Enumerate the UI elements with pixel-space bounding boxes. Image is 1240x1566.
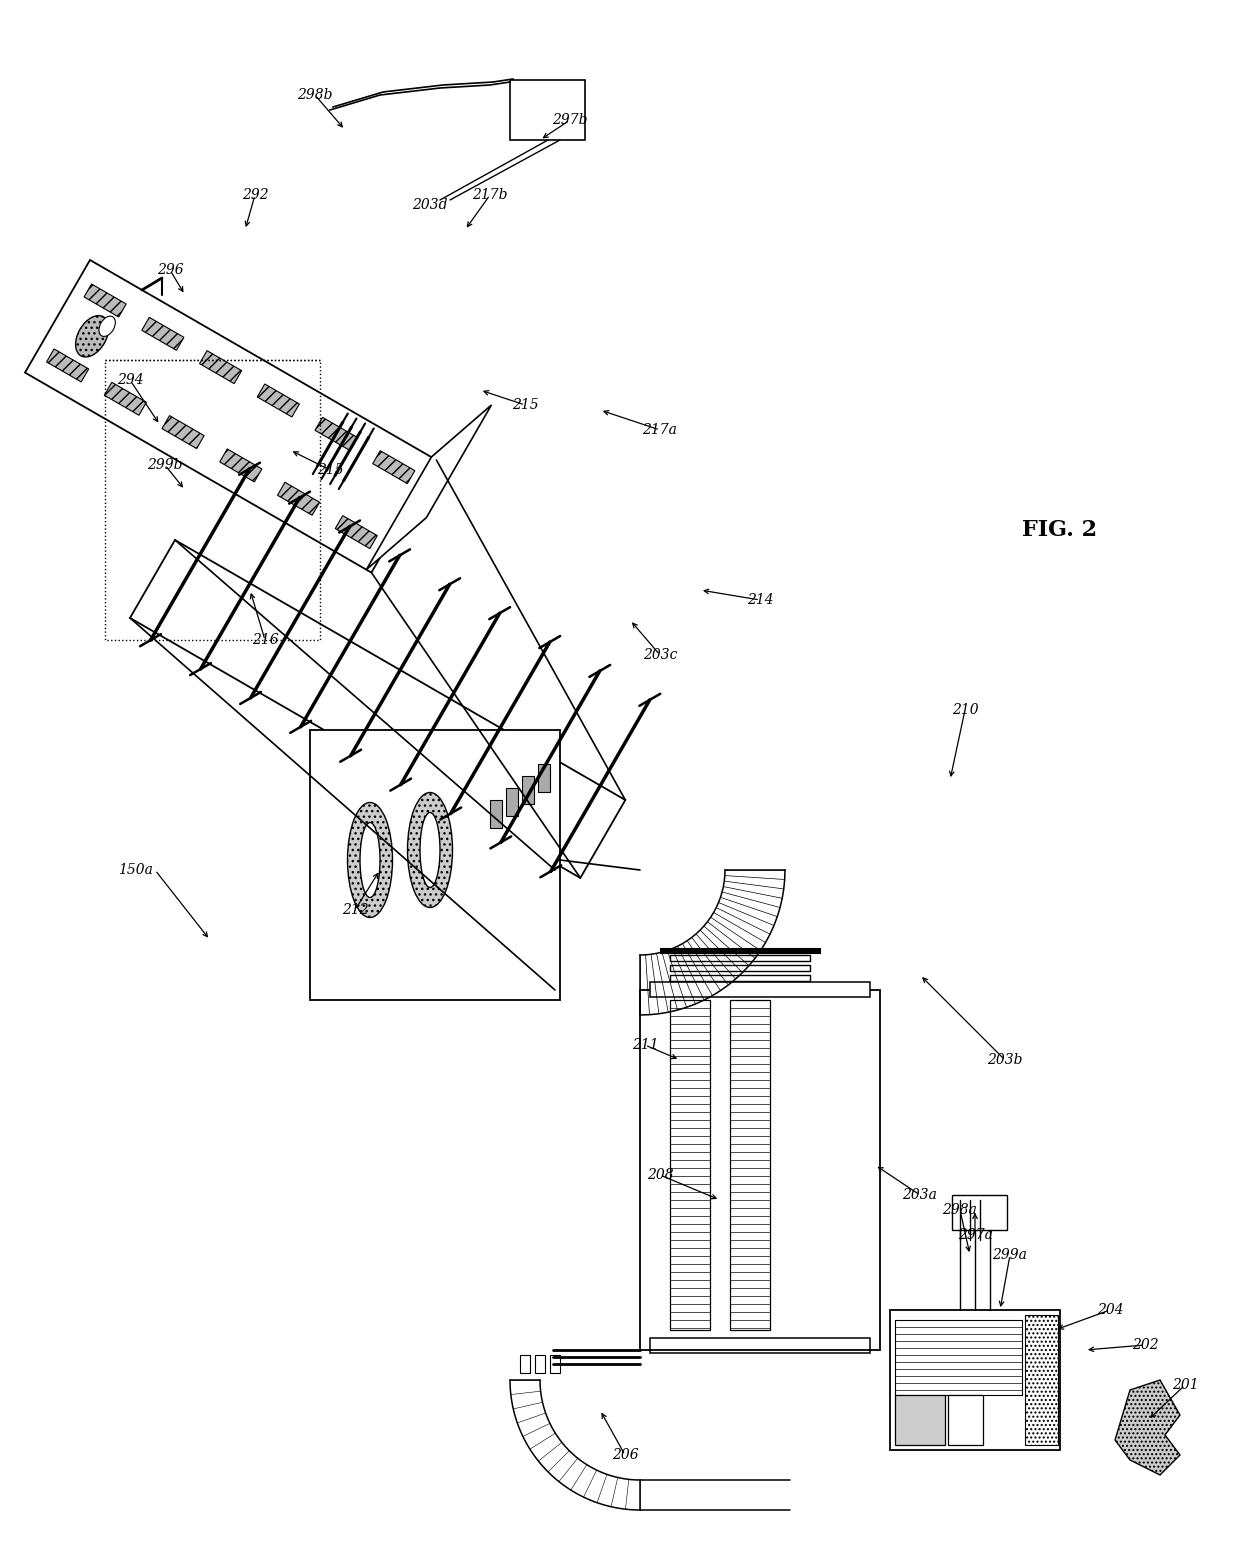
Bar: [522, 777, 534, 803]
Text: 217b: 217b: [472, 188, 507, 202]
Text: 211: 211: [631, 1038, 658, 1052]
Polygon shape: [84, 283, 126, 316]
Ellipse shape: [99, 316, 115, 337]
Bar: [640, 990, 880, 1350]
Text: 299b: 299b: [148, 457, 182, 471]
Text: 216: 216: [252, 633, 278, 647]
Bar: [730, 1001, 770, 1330]
Polygon shape: [47, 349, 89, 382]
Text: 210: 210: [951, 703, 978, 717]
Ellipse shape: [360, 822, 379, 897]
Bar: [949, 1395, 983, 1445]
Bar: [650, 982, 870, 998]
Bar: [538, 764, 551, 792]
Bar: [670, 965, 810, 971]
Polygon shape: [25, 260, 436, 573]
Text: 296: 296: [156, 263, 184, 277]
Polygon shape: [219, 449, 262, 482]
Polygon shape: [890, 1311, 1060, 1450]
Bar: [490, 800, 502, 828]
Ellipse shape: [347, 802, 393, 918]
Text: 298a: 298a: [942, 1203, 977, 1217]
Text: 298b: 298b: [298, 88, 332, 102]
Text: 299a: 299a: [992, 1248, 1028, 1262]
Bar: [510, 80, 585, 139]
Text: 217a: 217a: [642, 423, 677, 437]
Polygon shape: [141, 318, 184, 351]
Text: 294: 294: [117, 373, 144, 387]
Polygon shape: [162, 415, 205, 448]
Bar: [670, 1001, 711, 1330]
Text: 214: 214: [746, 594, 774, 608]
Bar: [660, 947, 820, 954]
Text: 203c: 203c: [642, 648, 677, 662]
Text: 297a: 297a: [957, 1228, 992, 1242]
Polygon shape: [257, 384, 299, 417]
Polygon shape: [200, 351, 242, 384]
Bar: [952, 1195, 1007, 1229]
Text: 201: 201: [1172, 1378, 1198, 1392]
Bar: [520, 1355, 529, 1373]
Text: 204: 204: [1096, 1303, 1123, 1317]
Polygon shape: [278, 482, 320, 515]
Text: 215: 215: [512, 398, 538, 412]
Text: 203d: 203d: [412, 197, 448, 211]
Bar: [650, 1337, 870, 1353]
Text: 203b: 203b: [987, 1052, 1023, 1066]
Text: 297b: 297b: [552, 113, 588, 127]
Ellipse shape: [420, 813, 440, 888]
Polygon shape: [315, 417, 357, 451]
Bar: [670, 955, 810, 962]
Text: 150a: 150a: [118, 863, 153, 877]
Bar: [534, 1355, 546, 1373]
Bar: [551, 1355, 560, 1373]
Polygon shape: [1115, 1380, 1180, 1475]
Bar: [506, 788, 518, 816]
Text: 292: 292: [242, 188, 268, 202]
Text: 208: 208: [647, 1168, 673, 1182]
Polygon shape: [130, 540, 625, 879]
Text: 203a: 203a: [903, 1189, 937, 1203]
Ellipse shape: [76, 316, 109, 357]
Text: 202: 202: [1132, 1337, 1158, 1351]
Text: 212: 212: [342, 904, 368, 918]
Text: FIG. 2: FIG. 2: [1023, 518, 1097, 540]
Bar: [895, 1320, 1022, 1395]
Polygon shape: [104, 382, 146, 415]
Bar: [895, 1395, 945, 1445]
Polygon shape: [310, 730, 560, 1001]
Ellipse shape: [408, 792, 453, 908]
Polygon shape: [335, 515, 377, 548]
Bar: [670, 976, 810, 980]
Polygon shape: [373, 451, 415, 484]
Polygon shape: [366, 406, 491, 570]
Text: 206: 206: [611, 1449, 639, 1463]
Polygon shape: [1025, 1315, 1058, 1445]
Text: 215: 215: [316, 464, 343, 478]
